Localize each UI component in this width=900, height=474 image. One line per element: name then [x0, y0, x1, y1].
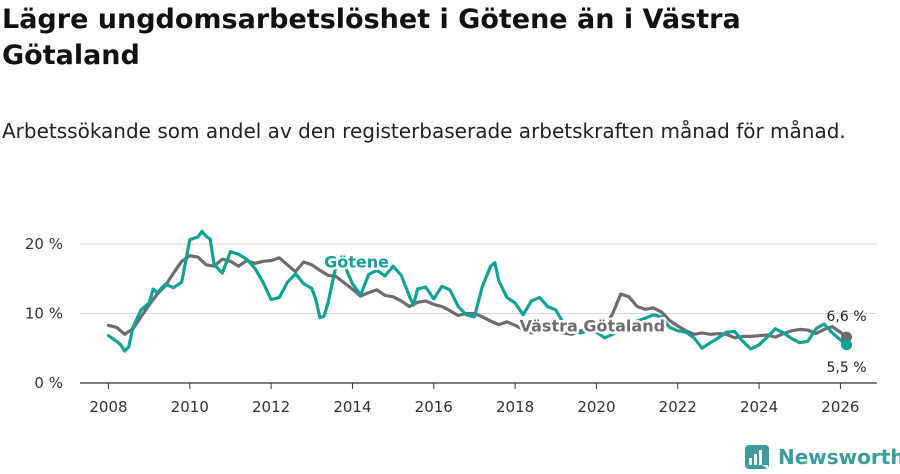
brand-name: Newsworthy — [778, 445, 900, 469]
x-tick-label: 2026 — [821, 398, 859, 416]
x-tick-label: 2024 — [740, 398, 778, 416]
chart-title: Lägre ungdomsarbetslöshet i Götene än i … — [2, 4, 741, 71]
x-tick-label: 2020 — [577, 398, 615, 416]
y-tick-label: 0 % — [34, 374, 63, 392]
x-tick-label: 2012 — [252, 398, 290, 416]
y-tick-label: 10 % — [25, 304, 63, 322]
y-tick-label: 20 % — [25, 235, 63, 253]
end-point-gotene — [841, 339, 853, 351]
x-tick-label: 2018 — [496, 398, 534, 416]
end-value-label-vastra-gotaland: 6,6 % — [826, 309, 866, 325]
newsworthy-logo-icon — [745, 445, 769, 469]
x-tick-label: 2016 — [415, 398, 453, 416]
newsworthy-brand: Newsworthy — [744, 442, 900, 472]
end-point-vastra-gotaland — [841, 331, 853, 343]
x-tick-label: 2008 — [89, 398, 127, 416]
series-label-vastra-gotaland: Västra Götaland — [520, 316, 665, 335]
end-value-label-gotene: 5,5 % — [826, 360, 866, 376]
chart-subtitle: Arbetssökande som andel av den registerb… — [2, 119, 846, 143]
series-label-gotene: Götene — [324, 252, 389, 271]
x-tick-label: 2022 — [659, 398, 697, 416]
series-line-gotene — [106, 229, 849, 353]
x-tick-label: 2010 — [171, 398, 209, 416]
x-tick-label: 2014 — [333, 398, 371, 416]
